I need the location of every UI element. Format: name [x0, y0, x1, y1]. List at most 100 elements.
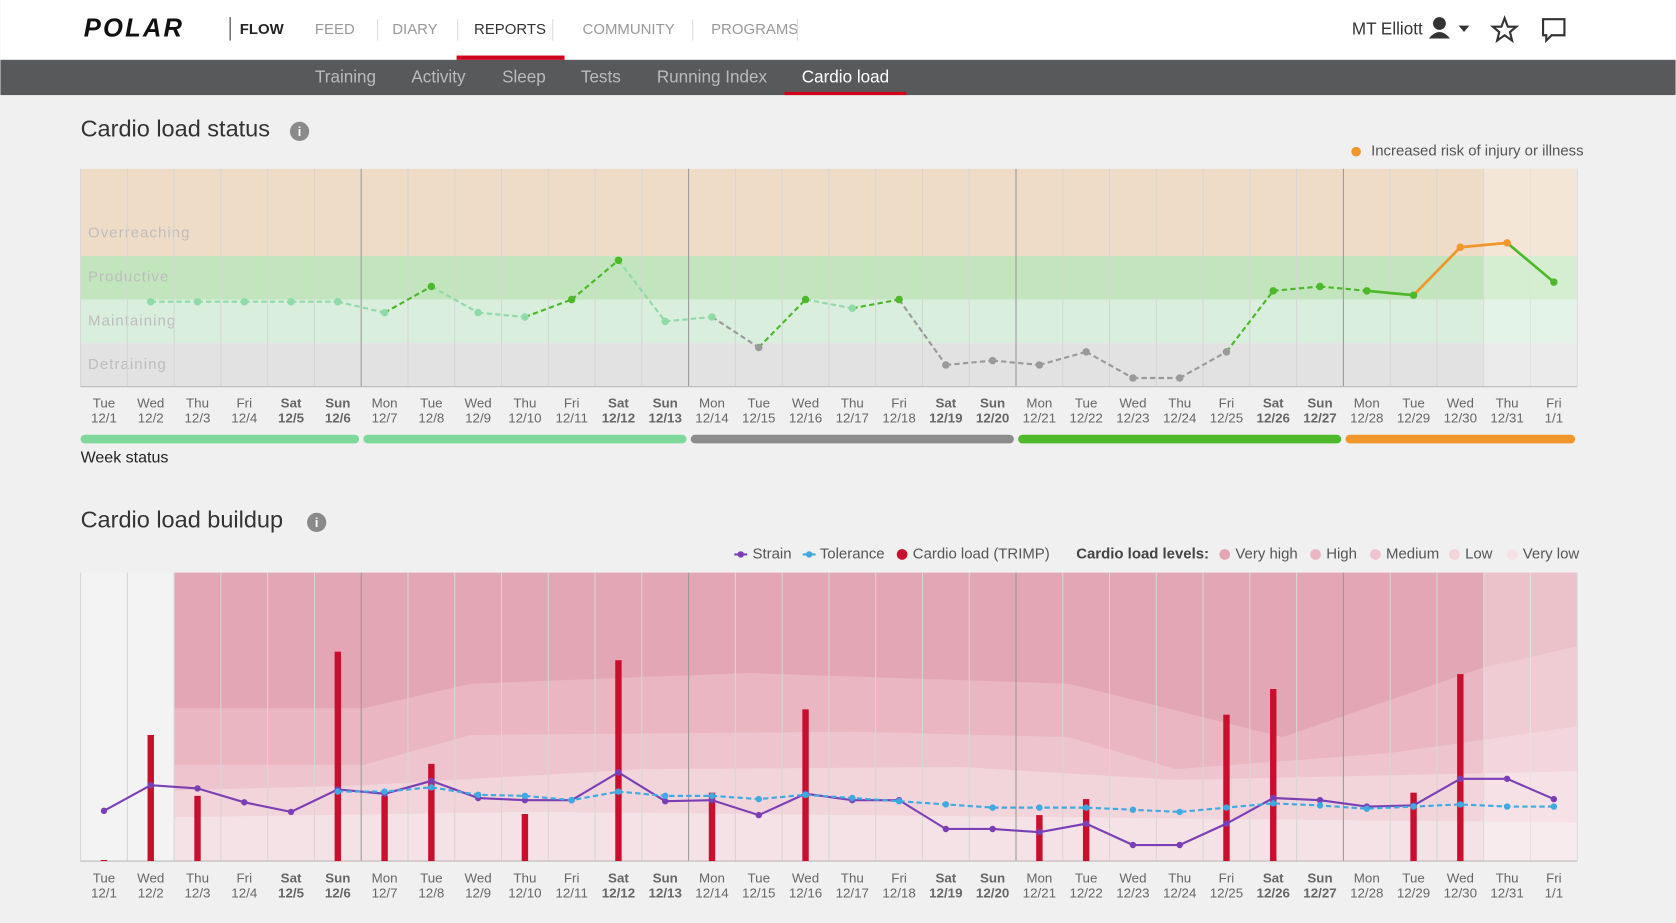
load-bar: [521, 814, 529, 862]
series-point: [755, 811, 762, 819]
x-tick-weekday: Thu: [186, 395, 209, 410]
x-tick-date: 12/3: [185, 886, 211, 901]
series-point: [1176, 808, 1183, 816]
load-bar: [802, 709, 809, 862]
status-point: [1129, 374, 1137, 382]
x-tick-date: 12/2: [138, 410, 164, 425]
status-point: [801, 295, 810, 304]
info-icon[interactable]: [289, 121, 310, 142]
series-point: [1036, 804, 1043, 811]
series-point: [1176, 841, 1183, 849]
legend-marker: [1370, 549, 1381, 560]
x-tick-weekday: Wed: [792, 871, 819, 886]
x-tick-weekday: Thu: [841, 395, 864, 410]
series-point: [1270, 800, 1277, 807]
x-tick-weekday: Tue: [1075, 871, 1098, 886]
status-segment: [898, 298, 947, 366]
x-tick-date: 12/9: [465, 410, 491, 425]
x-tick-weekday: Fri: [1546, 395, 1562, 410]
legend-heading: Cardio load levels:: [1076, 545, 1209, 562]
series-point: [708, 792, 716, 800]
x-tick-date: 12/24: [1163, 410, 1197, 425]
x-tick-weekday: Thu: [186, 871, 209, 886]
legend-label: Increased risk of injury or illness: [1371, 143, 1584, 160]
status-segment: [1225, 290, 1275, 353]
logo[interactable]: POLAR: [84, 15, 184, 43]
status-segment: [1319, 285, 1367, 292]
subnav-item[interactable]: Sleep: [502, 68, 546, 87]
nav-tab[interactable]: FEED: [315, 21, 355, 38]
status-point: [193, 297, 202, 306]
user-icon[interactable]: [1428, 17, 1470, 39]
future-overlay: [1483, 572, 1578, 862]
status-segment: [945, 359, 993, 366]
user-icon-head: [1433, 17, 1446, 30]
legend-label: Strain: [753, 545, 792, 562]
status-segment: [617, 259, 667, 322]
load-bar: [194, 795, 201, 862]
x-tick-date: 12/2: [138, 886, 164, 901]
x-tick-date: 12/7: [372, 886, 398, 901]
load-bar: [708, 792, 716, 862]
series-point: [1223, 804, 1230, 811]
x-tick-weekday: Sat: [1263, 871, 1284, 886]
x-tick-weekday: Sat: [608, 871, 629, 886]
user-name[interactable]: MT Elliott: [1352, 19, 1423, 38]
x-tick-date: 12/22: [1069, 886, 1102, 901]
subnav-item[interactable]: Training: [315, 68, 376, 87]
subnav-item[interactable]: Tests: [581, 68, 621, 87]
series-point: [568, 796, 575, 804]
nav-tab[interactable]: DIARY: [392, 21, 437, 38]
app-name[interactable]: FLOW: [240, 21, 285, 38]
x-tick-date: 12/30: [1444, 410, 1477, 425]
x-tick-date: 12/11: [555, 410, 587, 425]
legend-marker: [1506, 549, 1518, 560]
info-icon[interactable]: [307, 512, 327, 533]
load-bar: [1410, 792, 1417, 862]
x-tick-date: 12/5: [278, 886, 305, 901]
subnav-item[interactable]: Running Index: [657, 68, 768, 87]
x-tick-weekday: Sun: [1307, 871, 1332, 886]
x-tick-weekday: Mon: [699, 871, 725, 886]
x-tick-weekday: Tue: [748, 871, 771, 886]
series-point: [662, 798, 669, 805]
x-tick-date: 12/12: [602, 410, 635, 425]
status-point: [988, 356, 997, 365]
nav-tab[interactable]: REPORTS: [474, 21, 546, 38]
nav-tab[interactable]: COMMUNITY: [583, 21, 675, 38]
load-bar: [1082, 799, 1090, 862]
x-tick-weekday: Thu: [1168, 395, 1191, 410]
zone-label: Overreaching: [88, 225, 191, 242]
status-point: [474, 308, 482, 317]
x-tick-date: 12/20: [976, 886, 1009, 901]
series-point: [942, 825, 950, 833]
future-overlay: [1483, 168, 1578, 387]
legend-label: Tolerance: [820, 545, 885, 562]
x-tick-date: 12/25: [1210, 886, 1243, 901]
active-tab-underline: [456, 55, 565, 60]
x-tick-weekday: Fri: [564, 395, 580, 410]
x-tick-date: 12/21: [1023, 410, 1056, 425]
series-point: [1082, 804, 1090, 811]
x-tick-date: 12/1: [91, 410, 117, 425]
legend-marker: [1219, 549, 1231, 560]
section-title: Cardio load status: [81, 116, 270, 142]
status-point: [1035, 361, 1044, 369]
x-tick-weekday: Sat: [1263, 395, 1284, 410]
series-point: [1550, 795, 1558, 803]
x-tick-date: 12/18: [882, 410, 915, 425]
dropdown-arrow: [1458, 25, 1470, 33]
favorites-icon[interactable]: [1489, 15, 1520, 44]
subnav-item[interactable]: Cardio load: [802, 68, 889, 87]
sub-bar: [0, 59, 1676, 96]
x-tick-weekday: Mon: [372, 395, 398, 410]
legend-label: Cardio load (TRIMP): [913, 545, 1050, 562]
x-tick-date: 12/17: [836, 886, 869, 901]
top-bar: [0, 0, 1676, 60]
zone-label: Maintaining: [88, 312, 176, 329]
subnav-item[interactable]: Activity: [411, 68, 466, 87]
x-tick-date: 12/18: [882, 886, 915, 901]
messages-icon[interactable]: [1542, 18, 1566, 44]
nav-tab[interactable]: PROGRAMS: [711, 21, 798, 38]
x-tick-weekday: Thu: [513, 871, 536, 886]
